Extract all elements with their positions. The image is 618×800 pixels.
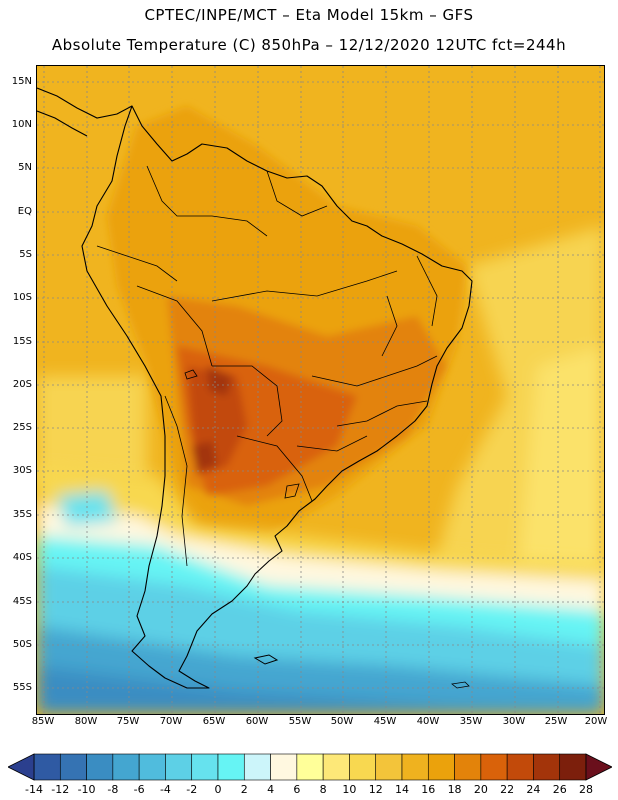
country-borders <box>96 165 438 567</box>
lon-label: 80W <box>74 716 98 727</box>
colorbar-segment <box>506 753 534 781</box>
colorbar-tick-label: 22 <box>500 783 515 796</box>
field-land-warm <box>107 106 467 536</box>
colorbar-segment <box>217 753 245 781</box>
colorbar-segment <box>349 753 377 781</box>
lon-label: 45W <box>373 716 397 727</box>
colorbar-tick-label: 12 <box>368 783 383 796</box>
lon-label: 65W <box>202 716 226 727</box>
colorbar-segment <box>270 753 298 781</box>
coastline <box>81 105 473 689</box>
lagoa-dos-patos <box>284 483 300 499</box>
colorbar-segment <box>165 753 193 781</box>
colorbar-segment <box>322 753 350 781</box>
lat-label: 15N <box>11 76 32 87</box>
colorbar-segment <box>191 753 219 781</box>
lon-label: 55W <box>288 716 312 727</box>
lon-label: 30W <box>502 716 526 727</box>
map-title-line2: Absolute Temperature (C) 850hPa – 12/12/… <box>51 36 567 54</box>
lat-label: 15S <box>12 336 32 347</box>
field-south-gradient <box>37 466 604 714</box>
colorbar-tick-label: -8 <box>107 783 119 796</box>
lat-label: 25S <box>12 422 32 433</box>
colorbar-segment <box>243 753 271 781</box>
lat-label: 10S <box>12 292 32 303</box>
temperature-map <box>36 65 605 715</box>
lon-label: 25W <box>544 716 568 727</box>
lat-label: 20S <box>12 379 32 390</box>
lat-label: 40S <box>12 552 32 563</box>
lat-label: EQ <box>17 206 32 217</box>
colorbar-segment <box>401 753 429 781</box>
colorbar-tick-label: 28 <box>579 783 593 796</box>
colorbar-segment <box>533 753 561 781</box>
colorbar-tick-label: -4 <box>159 783 171 796</box>
colorbar-tick-label: 0 <box>214 783 222 796</box>
central-america-coast <box>37 87 133 137</box>
lat-label: 55S <box>12 682 32 693</box>
falkland-islands <box>253 654 279 665</box>
lon-label: 60W <box>245 716 269 727</box>
colorbar-left-arrow <box>8 753 35 781</box>
graticule <box>37 66 604 714</box>
lat-label: 5N <box>18 162 32 173</box>
lon-label: 35W <box>459 716 483 727</box>
lat-label: 45S <box>12 596 32 607</box>
lat-label: 50S <box>12 639 32 650</box>
colorbar-tick-label: -10 <box>77 783 96 796</box>
colorbar-segment <box>138 753 166 781</box>
colorbar-tick-label: -2 <box>186 783 198 796</box>
colorbar-tick-label: 18 <box>447 783 462 796</box>
colorbar-tick-label: 14 <box>395 783 409 796</box>
colorbar-tick-label: 16 <box>421 783 436 796</box>
colorbar-right-arrow <box>585 753 612 781</box>
colorbar-segment <box>480 753 508 781</box>
colorbar-segment <box>559 753 587 781</box>
colorbar-tick-label: -12 <box>51 783 70 796</box>
temperature-colorbar <box>8 753 612 781</box>
colorbar-segment <box>33 753 61 781</box>
lon-label: 50W <box>330 716 354 727</box>
lat-label: 5S <box>19 249 32 260</box>
colorbar-tick-label: 4 <box>267 783 275 796</box>
colorbar-segment <box>454 753 482 781</box>
lat-label: 10N <box>11 119 32 130</box>
lon-label: 40W <box>416 716 440 727</box>
field-warm-atlantic <box>37 226 604 626</box>
lon-label: 75W <box>116 716 140 727</box>
lat-label: 35S <box>12 509 32 520</box>
map-title-line1: CPTEC/INPE/MCT – Eta Model 15km – GFS <box>144 6 474 24</box>
colorbar-tick-label: 20 <box>473 783 488 796</box>
colorbar-segment <box>112 753 140 781</box>
colorbar-tick-label: 24 <box>526 783 541 796</box>
colorbar-tick-label: 10 <box>342 783 357 796</box>
colorbar-segment <box>59 753 87 781</box>
lat-label: 30S <box>12 465 32 476</box>
colorbar-segment <box>296 753 324 781</box>
colorbar-segment <box>427 753 455 781</box>
south-georgia-island <box>451 681 470 689</box>
lon-label: 85W <box>31 716 55 727</box>
colorbar-tick-label: 26 <box>552 783 567 796</box>
colorbar-tick-label: -6 <box>133 783 145 796</box>
colorbar-tick-label: 8 <box>319 783 327 796</box>
map-canvas <box>37 66 604 714</box>
colorbar-segment <box>86 753 114 781</box>
colorbar-tick-label: 6 <box>293 783 301 796</box>
lake-titicaca <box>184 369 198 380</box>
lon-label: 70W <box>159 716 183 727</box>
colorbar-tick-label: 2 <box>240 783 248 796</box>
colorbar-segment <box>375 753 403 781</box>
colorbar-tick-label: -14 <box>25 783 43 796</box>
lon-label: 20W <box>584 716 608 727</box>
